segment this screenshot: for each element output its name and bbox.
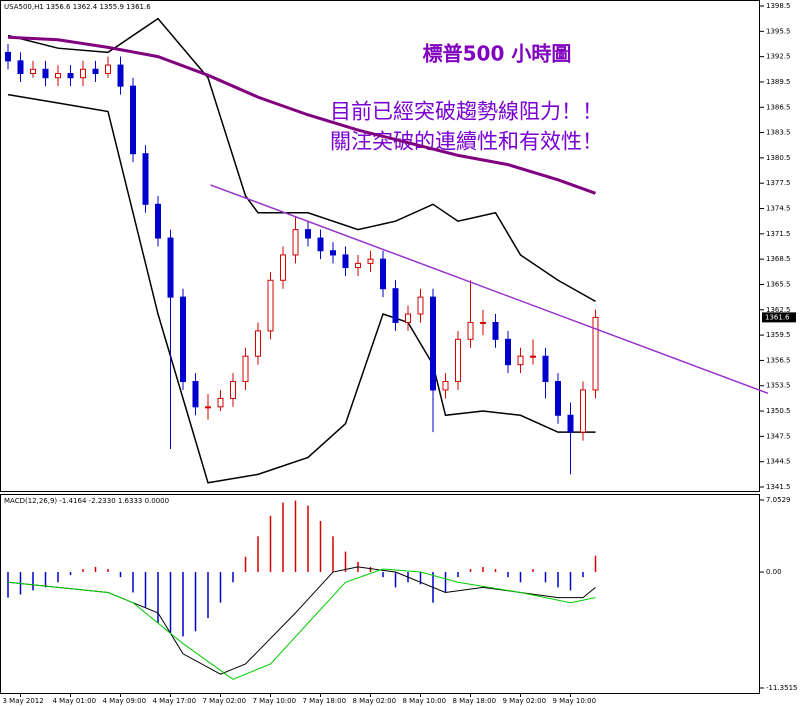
candle-body bbox=[555, 381, 561, 416]
y-tick-label: 1344.5 bbox=[766, 458, 791, 466]
candle-body bbox=[30, 68, 36, 75]
candle-body bbox=[180, 296, 186, 383]
x-tick-label: 4 May 09:00 bbox=[103, 697, 147, 705]
candle-body bbox=[580, 389, 586, 433]
y-tick-label: 1377.5 bbox=[766, 179, 791, 187]
candle-body bbox=[392, 288, 399, 323]
candle-body bbox=[492, 321, 499, 340]
bollinger-upper bbox=[7, 17, 596, 303]
x-tick-label: 8 May 18:00 bbox=[453, 697, 497, 705]
y-tick-label: 7.0529 bbox=[766, 496, 791, 504]
candle-body bbox=[505, 338, 511, 366]
candle-body bbox=[267, 279, 274, 332]
candle-body bbox=[567, 414, 574, 433]
price-label: 1361.6 bbox=[765, 313, 790, 321]
y-tick-label: 1392.5 bbox=[766, 53, 791, 61]
x-tick-label: 3 May 2012 bbox=[3, 697, 44, 705]
chart-title: 標普500 小時圖 bbox=[423, 42, 572, 66]
candle-body bbox=[92, 68, 99, 75]
y-tick-label: 1398.5 bbox=[766, 2, 791, 10]
x-tick-label: 7 May 02:00 bbox=[203, 697, 247, 705]
y-tick-label: 1368.5 bbox=[766, 255, 791, 263]
candle-body bbox=[530, 355, 536, 358]
x-tick-label: 4 May 01:00 bbox=[53, 697, 97, 705]
candle-body bbox=[192, 381, 199, 408]
candle-body bbox=[242, 355, 249, 383]
candle-body bbox=[167, 237, 174, 298]
y-tick-label: 1386.5 bbox=[766, 103, 791, 111]
candle-body bbox=[217, 397, 224, 408]
candle-body bbox=[355, 262, 361, 269]
macd-label: MACD(12,26,9) -1.4164 -2.2330 1.6333 0.0… bbox=[4, 497, 169, 505]
candle-body bbox=[417, 296, 424, 315]
y-tick-label: 1347.5 bbox=[766, 432, 791, 440]
candle-body bbox=[67, 73, 74, 79]
x-tick-label: 9 May 02:00 bbox=[503, 697, 547, 705]
macd-line bbox=[7, 566, 596, 675]
x-tick-label: 7 May 10:00 bbox=[253, 697, 297, 705]
candle-body bbox=[405, 313, 411, 323]
y-tick-label: 1359.5 bbox=[766, 331, 791, 339]
x-tick-label: 4 May 17:00 bbox=[153, 697, 197, 705]
candle-body bbox=[330, 250, 336, 256]
candle-body bbox=[442, 381, 449, 391]
candle-body bbox=[105, 64, 111, 75]
y-tick-label: 1341.5 bbox=[766, 483, 791, 491]
x-tick-label: 8 May 10:00 bbox=[403, 697, 447, 705]
y-tick-label: 1383.5 bbox=[766, 129, 791, 137]
y-tick-label: 1395.5 bbox=[766, 27, 791, 35]
candle-body bbox=[317, 237, 324, 252]
y-tick-label: -11.3515 bbox=[766, 684, 797, 692]
y-tick-label: 1389.5 bbox=[766, 78, 791, 86]
trend-line bbox=[210, 184, 769, 395]
candle-body bbox=[592, 316, 599, 391]
candle-body bbox=[342, 254, 349, 269]
x-tick-label: 7 May 18:00 bbox=[303, 697, 347, 705]
signal-line bbox=[7, 568, 596, 680]
candle-body bbox=[55, 73, 61, 79]
candle-body bbox=[155, 203, 161, 239]
candle-body bbox=[205, 406, 211, 409]
y-tick-label: 1380.5 bbox=[766, 154, 791, 162]
y-tick-label: 0.00 bbox=[766, 568, 782, 576]
candle-body bbox=[42, 68, 49, 79]
candle-body bbox=[255, 330, 261, 357]
price-header: USA500,H1 1356.6 1362.4 1355.9 1361.6 bbox=[4, 3, 151, 11]
bollinger-lower bbox=[7, 93, 596, 484]
candle-body bbox=[467, 321, 474, 340]
candle-body bbox=[130, 85, 136, 155]
candle-body bbox=[480, 321, 486, 324]
candle-body bbox=[230, 381, 236, 399]
y-tick-label: 1353.5 bbox=[766, 382, 791, 390]
candle-body bbox=[80, 68, 86, 79]
price-panel bbox=[0, 0, 760, 492]
candle-body bbox=[280, 254, 286, 281]
candle-body bbox=[5, 51, 11, 62]
annotation: 目前已經突破趨勢線阻力！！ bbox=[330, 100, 603, 124]
candle-body bbox=[367, 258, 374, 264]
y-tick-label: 1371.5 bbox=[766, 230, 791, 238]
macd-panel bbox=[0, 494, 760, 694]
x-tick-label: 8 May 02:00 bbox=[353, 697, 397, 705]
candle-body bbox=[17, 60, 24, 75]
price-label-box bbox=[762, 312, 796, 323]
candle-body bbox=[517, 355, 524, 366]
x-tick-label: 9 May 10:00 bbox=[553, 697, 597, 705]
candle-body bbox=[430, 296, 436, 391]
candle-body bbox=[542, 355, 549, 383]
y-tick-label: 1374.5 bbox=[766, 205, 791, 213]
candle-body bbox=[117, 64, 124, 87]
candle-body bbox=[292, 229, 299, 256]
y-tick-label: 1356.5 bbox=[766, 356, 791, 364]
candle-body bbox=[380, 258, 386, 290]
candle-body bbox=[305, 229, 311, 239]
candle-body bbox=[142, 153, 149, 205]
y-tick-label: 1365.5 bbox=[766, 280, 791, 288]
y-tick-label: 1362.5 bbox=[766, 306, 791, 314]
candle-body bbox=[455, 338, 461, 383]
moving-average bbox=[7, 35, 597, 195]
y-tick-label: 1350.5 bbox=[766, 407, 791, 415]
